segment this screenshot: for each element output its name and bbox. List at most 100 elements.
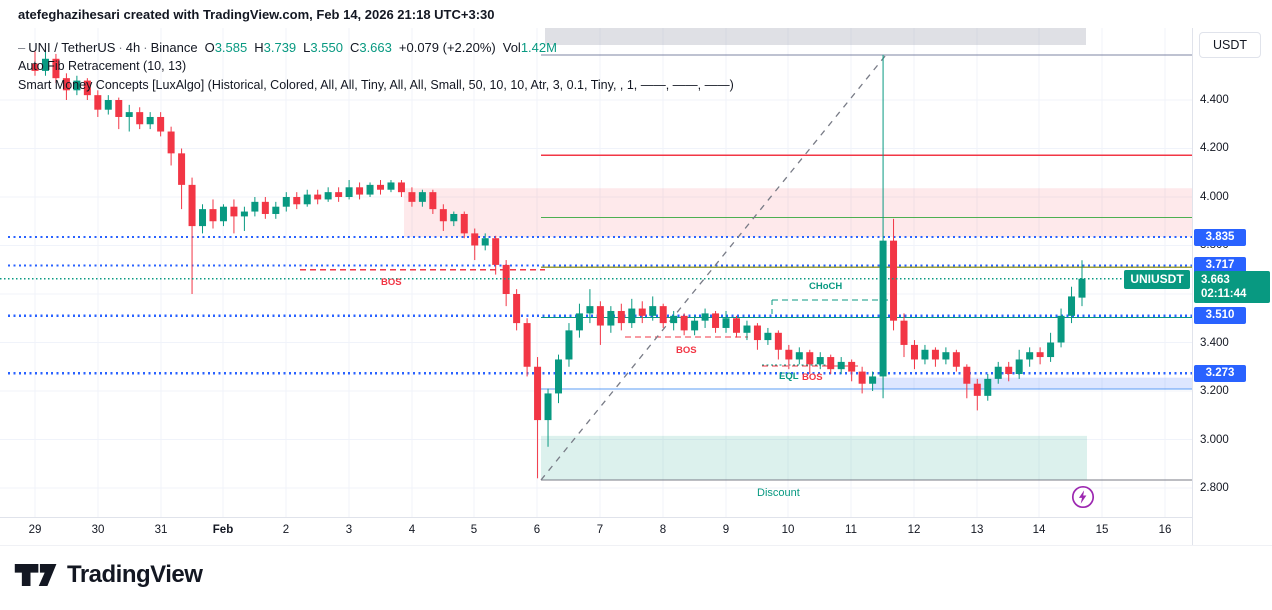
candle: [659, 306, 667, 324]
time-tick: 14: [1032, 524, 1046, 536]
interval-label[interactable]: 4h: [125, 40, 141, 55]
time-tick: 31: [154, 524, 168, 536]
time-tick: 4: [408, 524, 416, 536]
candle: [534, 366, 542, 421]
price-tick: 3.000: [1200, 433, 1229, 446]
candle: [670, 315, 678, 324]
time-tick: 8: [659, 524, 667, 536]
candle: [691, 320, 699, 331]
time-tick: Feb: [212, 524, 234, 536]
price-tick: 4.000: [1200, 190, 1229, 203]
candle: [1078, 278, 1086, 298]
top-range-zone: [545, 28, 1086, 45]
candle: [900, 320, 908, 345]
indicator-row-smc[interactable]: Smart Money Concepts [LuxAlgo] (Historic…: [18, 78, 734, 92]
candle: [963, 366, 971, 384]
price-label-badge: 3.273: [1194, 364, 1246, 382]
candle: [513, 294, 521, 324]
candle: [869, 376, 877, 384]
candle: [460, 213, 468, 234]
symbol-name[interactable]: UNI / TetherUS: [28, 40, 116, 55]
time-tick: 13: [970, 524, 984, 536]
candle: [397, 182, 405, 193]
candle: [62, 78, 70, 91]
candle: [157, 116, 165, 132]
candle: [230, 206, 238, 217]
open-label: O: [204, 40, 215, 55]
low-label: L: [303, 40, 311, 55]
candle: [848, 361, 856, 372]
candle: [282, 197, 290, 207]
candle: [293, 197, 301, 205]
tradingview-logo[interactable]: TradingView: [14, 560, 203, 590]
candle: [1036, 352, 1044, 358]
candle: [83, 80, 91, 96]
price-axis[interactable]: USDT 4.4004.2004.0003.8003.4003.2003.000…: [1192, 28, 1272, 545]
time-axis[interactable]: 29 30 31 Feb 2 3 4 5 6 7 8 9 10 11 12 13 14 15 16: [0, 517, 1192, 545]
candle: [596, 306, 604, 326]
candle: [795, 352, 803, 360]
time-tick: 3: [345, 524, 353, 536]
supply-zone: [404, 188, 1192, 238]
candle: [387, 182, 395, 190]
candle: [1026, 352, 1034, 360]
price-tick: 3.200: [1200, 385, 1229, 397]
high-value: 3.739: [263, 40, 297, 55]
time-tick: 11: [845, 524, 857, 536]
price-label-badge: 3.835: [1194, 228, 1246, 246]
candle: [680, 315, 688, 331]
candle: [272, 206, 280, 214]
time-tick: 9: [722, 524, 730, 536]
candle: [408, 192, 416, 202]
close-value: 3.663: [359, 40, 392, 55]
candle: [816, 357, 824, 365]
candle: [261, 201, 269, 214]
time-tick: 12: [907, 524, 921, 536]
time-tick: 5: [470, 524, 478, 536]
price-chart-canvas[interactable]: [0, 0, 1192, 517]
open-value: 3.585: [214, 40, 248, 55]
candle: [910, 344, 918, 360]
candle: [115, 100, 123, 117]
candle: [712, 313, 720, 328]
price-tick: 4.200: [1200, 142, 1229, 154]
candle: [858, 371, 866, 384]
volume-label: Vol: [502, 40, 521, 55]
candle: [586, 306, 594, 314]
candle: [356, 187, 364, 195]
candle: [879, 240, 887, 377]
candle: [565, 330, 573, 360]
price-label-badge: 3.510: [1194, 307, 1246, 325]
volume-value: 1.42M: [520, 40, 557, 55]
candle: [544, 393, 552, 421]
attribution-text: atefeghazihesari created with TradingVie…: [18, 7, 495, 22]
candle: [994, 366, 1002, 379]
legend-symbol-row[interactable]: – UNI / TetherUS · 4h · Binance O3.585 H3.739 L3…: [18, 40, 557, 55]
candle: [418, 192, 426, 202]
indicator-row-autofib[interactable]: Auto Fib Retracement (10, 13): [18, 59, 187, 73]
current-price-badge: 3.663 02:11:44: [1194, 270, 1270, 303]
discount-zone: [541, 435, 1087, 480]
low-value: 3.550: [310, 40, 343, 55]
time-tick: 2: [282, 524, 290, 536]
price-tick: 4.400: [1200, 93, 1229, 106]
candle: [251, 201, 259, 212]
candle: [942, 352, 950, 360]
candle: [178, 153, 186, 185]
candle: [764, 332, 772, 341]
currency-toggle-button[interactable]: USDT: [1199, 32, 1261, 58]
candle: [973, 383, 981, 396]
candle: [523, 323, 531, 367]
candle: [31, 63, 39, 71]
time-tick: 15: [1095, 524, 1109, 536]
lightning-icon[interactable]: [1071, 485, 1095, 509]
candle: [52, 58, 60, 79]
candle: [732, 318, 740, 333]
candle: [314, 194, 322, 200]
fib-trendline: [540, 54, 887, 481]
candle: [335, 192, 343, 197]
candle: [743, 325, 751, 333]
exchange-label[interactable]: Binance: [150, 40, 198, 55]
candle: [555, 359, 562, 394]
time-tick: 6: [533, 524, 541, 536]
